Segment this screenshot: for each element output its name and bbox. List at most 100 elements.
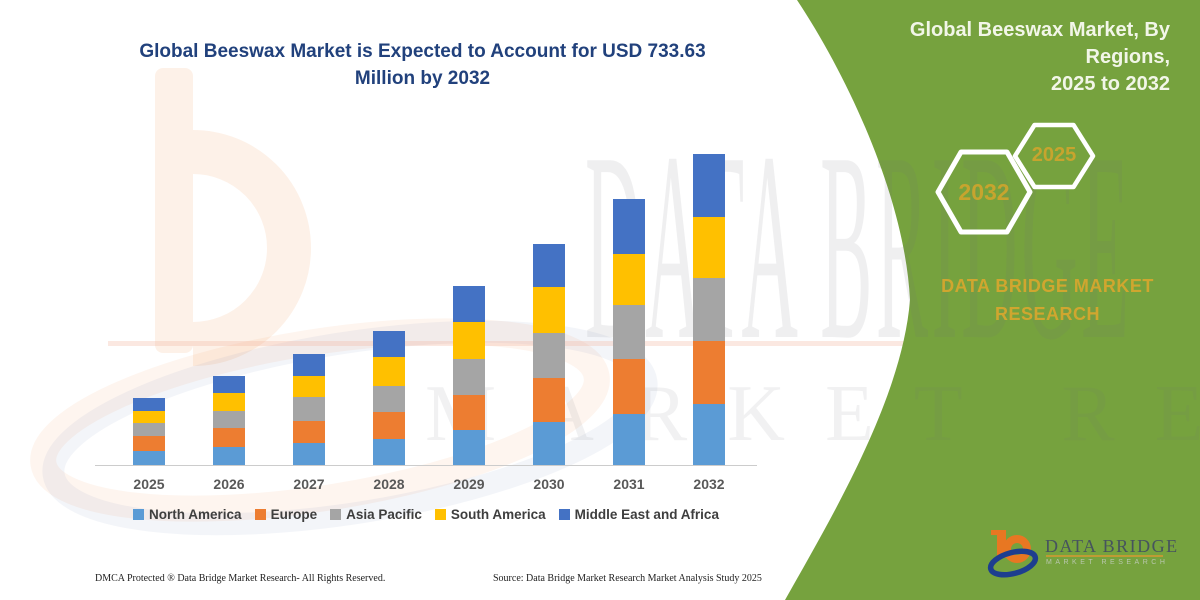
- bar-segment-2028-middle-east-and-africa: [373, 331, 405, 357]
- bar-segment-2032-north-america: [693, 404, 725, 465]
- bar-segment-2026-asia-pacific: [213, 410, 245, 429]
- bar-segment-2030-north-america: [533, 422, 565, 465]
- bar-segment-2031-asia-pacific: [613, 305, 645, 360]
- bar-2027: [293, 354, 325, 465]
- bar-2028: [373, 331, 405, 465]
- logo-gold-rule: [1046, 555, 1163, 557]
- bar-segment-2026-europe: [213, 428, 245, 448]
- bar-segment-2025-south-america: [133, 410, 165, 424]
- x-axis-label-2029: 2029: [453, 476, 485, 492]
- green-panel-shape: [785, 0, 1200, 600]
- watermark-pink-band: [108, 341, 908, 346]
- bar-2032: [693, 154, 725, 465]
- x-axis-label-2028: 2028: [373, 476, 405, 492]
- legend-swatch: [434, 509, 446, 520]
- x-axis-label-2027: 2027: [293, 476, 325, 492]
- legend: North America Europe Asia Pacific South Ame…: [95, 507, 757, 522]
- bar-segment-2030-middle-east-and-africa: [533, 244, 565, 287]
- chart-title: Global Beeswax Market is Expected to Acc…: [100, 38, 745, 92]
- bar-segment-2030-south-america: [533, 286, 565, 333]
- brand-caption: DATA BRIDGE MARKET RESEARCH: [925, 272, 1170, 328]
- bar-2031: [613, 199, 645, 465]
- legend-item-europe: Europe: [254, 507, 318, 522]
- brand-caption-line1: DATA BRIDGE MARKET: [941, 276, 1154, 296]
- bar-segment-2025-europe: [133, 436, 165, 451]
- hexagon-year-2025: 2025: [1031, 144, 1077, 166]
- bar-2025: [133, 398, 165, 465]
- bar-2026: [213, 375, 245, 465]
- logo-b-stem: [997, 530, 1006, 558]
- legend-label: South America: [450, 507, 546, 522]
- legend-swatch: [330, 509, 342, 520]
- logo-b-serif: [991, 530, 1002, 535]
- bar-segment-2025-middle-east-and-africa: [133, 398, 165, 411]
- x-axis-label-2026: 2026: [213, 476, 245, 492]
- legend-swatch: [133, 509, 145, 520]
- logo-tagline: MARKET RESEARCH: [1046, 559, 1169, 566]
- panel-heading: Global Beeswax Market, By Regions, 2025 …: [840, 17, 1170, 98]
- bar-segment-2032-south-america: [693, 217, 725, 279]
- bar-segment-2025-north-america: [133, 450, 165, 465]
- bar-segment-2029-europe: [453, 394, 485, 430]
- bar-2030: [533, 244, 565, 465]
- bar-segment-2032-asia-pacific: [693, 278, 725, 342]
- legend-label: Europe: [270, 507, 318, 522]
- bar-segment-2026-north-america: [213, 447, 245, 465]
- x-axis-label-2030: 2030: [533, 476, 565, 492]
- bar-segment-2028-asia-pacific: [373, 385, 405, 413]
- bar-2029: [453, 286, 485, 465]
- legend-swatch: [254, 509, 266, 520]
- panel-heading-line2: 2025 to 2032: [1051, 73, 1170, 95]
- bar-segment-2027-asia-pacific: [293, 397, 325, 421]
- logo-name: DATA BRIDGE: [1045, 536, 1179, 556]
- legend-label: Middle East and Africa: [574, 507, 719, 522]
- bar-segment-2031-middle-east-and-africa: [613, 199, 645, 254]
- bar-segment-2027-north-america: [293, 443, 325, 465]
- legend-item-middle-east-and-africa: Middle East and Africa: [558, 507, 719, 522]
- x-axis-line: [95, 465, 757, 466]
- bar-segment-2029-asia-pacific: [453, 358, 485, 395]
- bar-segment-2031-south-america: [613, 253, 645, 306]
- bar-segment-2026-middle-east-and-africa: [213, 375, 245, 394]
- chart-title-line1: Global Beeswax Market is Expected to Acc…: [139, 41, 706, 62]
- x-axis-label-2032: 2032: [693, 476, 725, 492]
- bar-segment-2028-south-america: [373, 356, 405, 386]
- hexagon-year-2032: 2032: [958, 179, 1010, 205]
- bar-segment-2029-south-america: [453, 322, 485, 359]
- bar-segment-2030-europe: [533, 377, 565, 422]
- x-axis-label-2031: 2031: [613, 476, 645, 492]
- logo-swoosh: [987, 548, 1039, 578]
- x-axis-labels: 2025 2026 2027 2028 2029 2030 2031 2032: [95, 476, 757, 494]
- bar-segment-2029-north-america: [453, 429, 485, 465]
- legend-label: North America: [149, 507, 242, 522]
- bar-segment-2030-asia-pacific: [533, 332, 565, 378]
- hexagon-2032: [935, 149, 1033, 235]
- brand-caption-line2: RESEARCH: [994, 304, 1100, 324]
- chart-title-line2: Million by 2032: [354, 68, 491, 89]
- bar-segment-2028-north-america: [373, 439, 405, 465]
- bar-segment-2025-asia-pacific: [133, 423, 165, 437]
- bar-segment-2028-europe: [373, 412, 405, 439]
- bar-segment-2027-europe: [293, 420, 325, 443]
- legend-item-asia-pacific: Asia Pacific: [330, 507, 422, 522]
- footer-source: Source: Data Bridge Market Research Mark…: [493, 573, 762, 584]
- bar-segment-2032-europe: [693, 341, 725, 405]
- x-axis-label-2025: 2025: [133, 476, 165, 492]
- bar-segment-2026-south-america: [213, 393, 245, 411]
- bar-segment-2031-north-america: [613, 413, 645, 465]
- hexagon-2025: [1012, 122, 1096, 190]
- bar-segment-2027-middle-east-and-africa: [293, 354, 325, 376]
- bar-segment-2027-south-america: [293, 375, 325, 398]
- panel-heading-line1: Global Beeswax Market, By Regions,: [909, 19, 1170, 68]
- footer-dmca: DMCA Protected ® Data Bridge Market Rese…: [95, 573, 386, 584]
- legend-item-north-america: North America: [133, 507, 242, 522]
- legend-label: Asia Pacific: [346, 507, 422, 522]
- bar-segment-2031-europe: [613, 359, 645, 414]
- bar-segment-2029-middle-east-and-africa: [453, 286, 485, 323]
- legend-item-south-america: South America: [434, 507, 546, 522]
- legend-swatch: [558, 509, 570, 520]
